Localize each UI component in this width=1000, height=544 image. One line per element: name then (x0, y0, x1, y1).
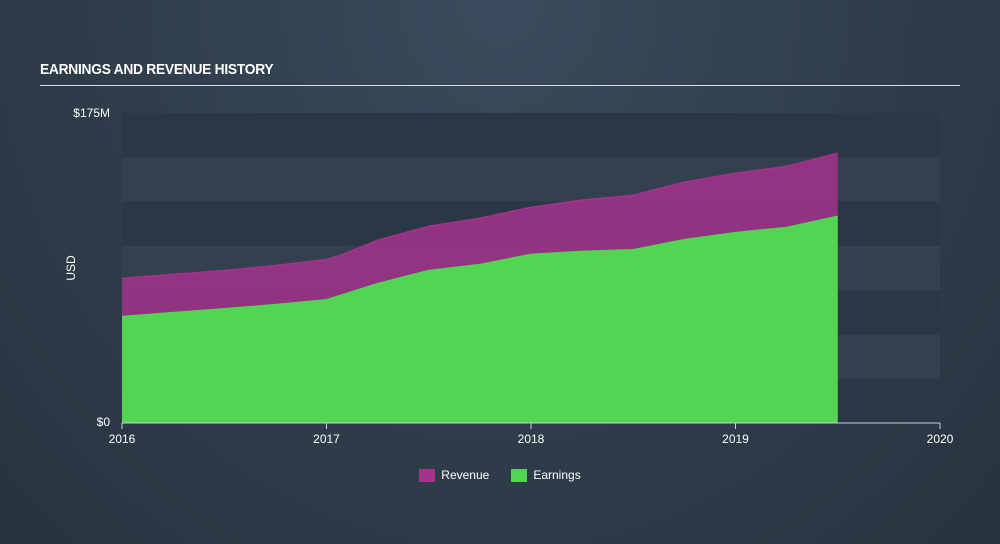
y-axis-label: USD (64, 255, 78, 281)
chart-title: EARNINGS AND REVENUE HISTORY (40, 61, 274, 78)
earnings-swatch (511, 468, 528, 482)
x-tick-label: 2019 (722, 432, 749, 446)
legend-item-revenue[interactable]: Revenue (419, 468, 489, 482)
x-tick-label: 2017 (313, 432, 340, 446)
y-tick-label-max: $175M (73, 106, 110, 120)
axes: 2016 2017 2018 2019 2020 $175M $0 USD (64, 106, 954, 446)
title-divider (40, 85, 960, 86)
x-tick-label: 2020 (927, 432, 954, 446)
x-tick-label: 2016 (109, 432, 136, 446)
plot-band (122, 113, 940, 158)
y-tick-label-zero: $0 (97, 415, 111, 429)
line-revenue (121, 152, 838, 280)
revenue-swatch (419, 468, 436, 482)
area-earnings[interactable] (122, 216, 838, 423)
legend-item-earnings[interactable]: Earnings (511, 468, 581, 482)
x-ticks: 2016 2017 2018 2019 2020 (109, 423, 954, 446)
legend-label-earnings: Earnings (533, 468, 581, 482)
x-tick-label: 2018 (518, 432, 545, 446)
legend-label-revenue: Revenue (441, 468, 490, 482)
legend: Revenue Earnings (0, 468, 1000, 482)
line-earnings (121, 215, 838, 318)
area-series (121, 152, 838, 423)
